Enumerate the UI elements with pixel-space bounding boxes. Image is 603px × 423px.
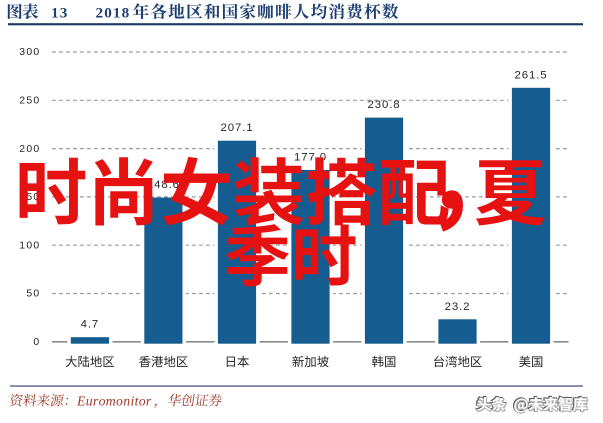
svg-text:50: 50 bbox=[26, 289, 40, 300]
svg-text:23.2: 23.2 bbox=[445, 301, 471, 313]
svg-text:230.8: 230.8 bbox=[367, 99, 400, 111]
svg-text:261.5: 261.5 bbox=[514, 69, 547, 81]
svg-text:2018: 2018 bbox=[96, 4, 131, 21]
svg-text:300: 300 bbox=[19, 47, 40, 58]
svg-text:100: 100 bbox=[19, 240, 40, 251]
svg-text:0: 0 bbox=[33, 337, 40, 348]
svg-text:4.7: 4.7 bbox=[81, 319, 100, 331]
svg-text:250: 250 bbox=[19, 96, 40, 107]
svg-text:207.1: 207.1 bbox=[220, 122, 253, 134]
svg-text:13: 13 bbox=[51, 4, 69, 21]
svg-text:150: 150 bbox=[19, 192, 40, 203]
svg-text:200: 200 bbox=[19, 144, 40, 155]
svg-text:Euromonitor: Euromonitor bbox=[76, 393, 152, 408]
